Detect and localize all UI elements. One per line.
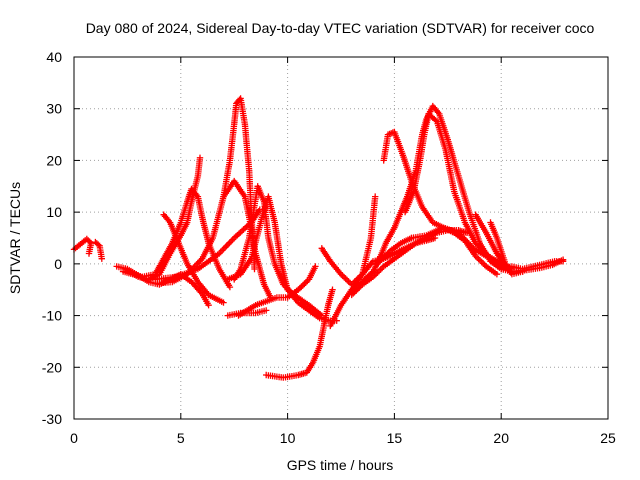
series-arc-2 [92, 238, 105, 262]
x-tick-label: 20 [493, 430, 509, 446]
data-point-markers [348, 234, 439, 299]
series-arc-13 [224, 307, 270, 319]
axis-ticks [73, 56, 609, 420]
y-tick-label: -20 [42, 359, 62, 375]
series-arc-26 [508, 256, 567, 275]
y-tick-label: 30 [46, 101, 62, 117]
data-point-markers [408, 224, 509, 270]
data-point-markers [263, 286, 336, 381]
series-arc-21 [374, 234, 415, 268]
x-tick-label: 10 [280, 430, 296, 446]
series-arc-20 [348, 234, 439, 299]
y-tick-label: 10 [46, 204, 62, 220]
y-tick-label: 0 [54, 256, 62, 272]
series-arc-14 [263, 286, 336, 381]
data-points [70, 95, 567, 381]
series-arc-11 [152, 206, 263, 283]
series-arc-22 [408, 224, 509, 270]
grid-lines [74, 57, 608, 419]
y-axis-label: SDTVAR / TECUs [7, 182, 23, 294]
data-point-markers [92, 238, 105, 262]
x-tick-label: 0 [70, 430, 78, 446]
data-point-markers [224, 307, 270, 319]
y-tick-label: -30 [42, 411, 62, 427]
x-tick-label: 25 [600, 430, 616, 446]
chart-title: Day 080 of 2024, Sidereal Day-to-day VTE… [86, 20, 595, 36]
plot-frame [73, 56, 609, 420]
data-point-markers [231, 183, 325, 319]
x-tick-label: 5 [177, 430, 185, 446]
data-point-markers [374, 234, 415, 268]
x-axis-label: GPS time / hours [287, 457, 394, 473]
data-point-markers [152, 206, 263, 283]
y-tick-labels: -30 -20 -10 0 10 20 30 40 [42, 49, 62, 427]
x-tick-labels: 0 5 10 15 20 25 [70, 430, 616, 446]
y-tick-label: 20 [46, 152, 62, 168]
y-tick-label: 40 [46, 49, 62, 65]
series-arc-10 [231, 183, 325, 319]
x-tick-label: 15 [387, 430, 403, 446]
data-point-markers [508, 256, 567, 275]
y-tick-label: -10 [42, 308, 62, 324]
